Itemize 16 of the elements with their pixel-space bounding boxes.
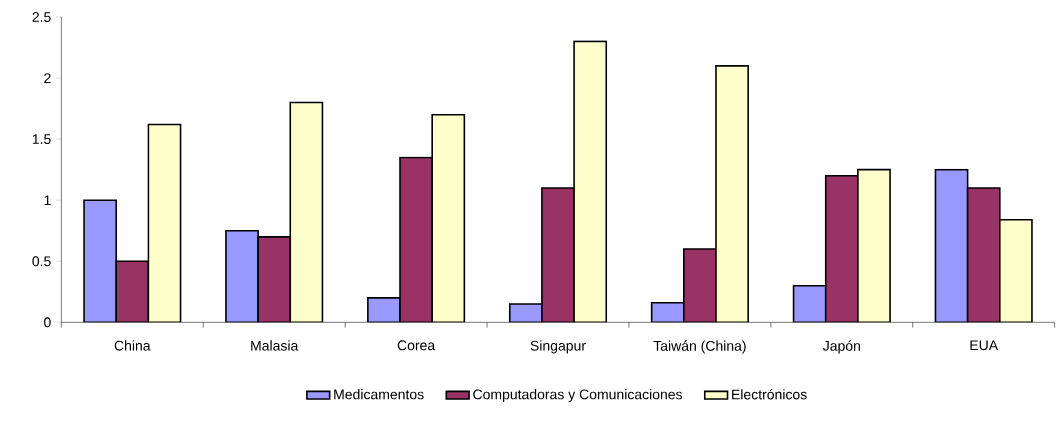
x-tick-label: China xyxy=(114,340,151,351)
x-tick-label: Singapur xyxy=(530,340,586,354)
x-tick-label: Japón xyxy=(822,340,860,354)
y-tick-label: 2.5 xyxy=(32,12,51,22)
legend-label: Computadoras y Comunicaciones xyxy=(473,389,683,403)
x-tick-label: Taiwán (China) xyxy=(653,340,746,354)
y-tick-label: 0.5 xyxy=(32,256,51,267)
y-tick-label: 2 xyxy=(44,73,51,83)
x-tick-label: EUA xyxy=(970,340,999,351)
legend-label: Electrónicos xyxy=(732,388,807,400)
x-tick-label: Corea xyxy=(397,340,436,351)
y-tick-label: 0 xyxy=(44,317,51,328)
y-tick-label: 1 xyxy=(44,195,51,206)
x-tick-label: Malasia xyxy=(251,340,299,351)
y-tick-label: 1.5 xyxy=(32,134,51,145)
legend-label: Medicamentos xyxy=(334,389,424,400)
